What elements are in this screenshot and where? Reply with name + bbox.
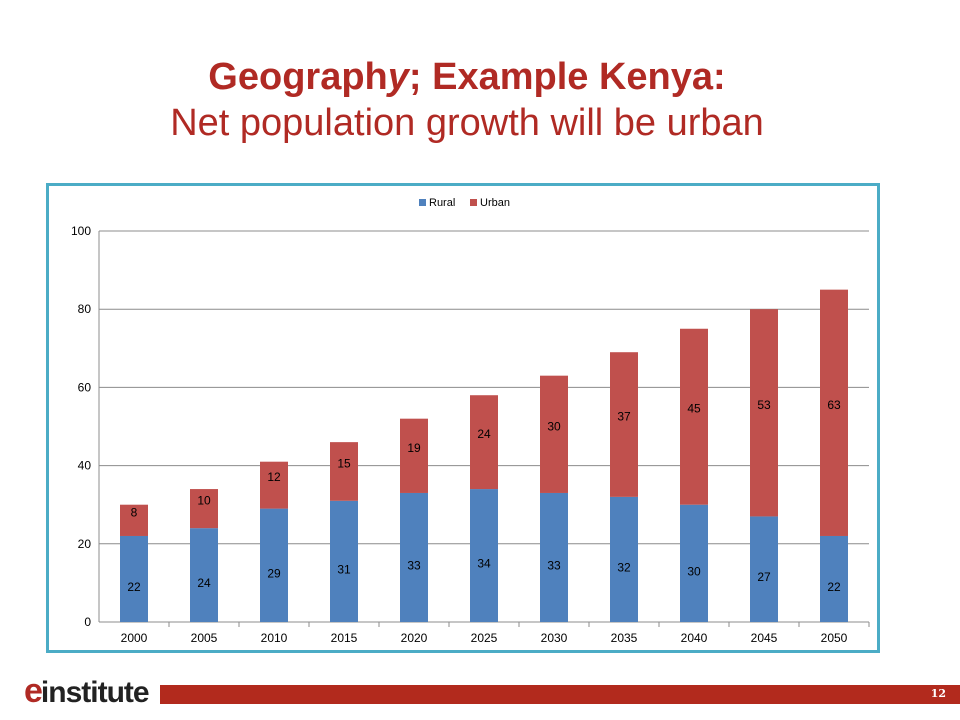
bar-urban: [470, 395, 498, 490]
data-label-rural: 27: [757, 570, 771, 584]
einstitute-logo: e institute: [24, 672, 150, 712]
x-tick-label: 2030: [541, 631, 568, 645]
logo-e: e: [24, 672, 43, 710]
x-tick-label: 2005: [191, 631, 218, 645]
bar-urban: [260, 461, 288, 509]
legend-swatch-rural: [419, 199, 426, 206]
x-tick-label: 2015: [331, 631, 358, 645]
logo-text: institute: [40, 676, 150, 709]
bar-rural: [820, 535, 848, 622]
legend-label-urban: Urban: [480, 197, 510, 209]
y-tick-label: 80: [78, 302, 92, 316]
title-italic-letter: y: [387, 56, 409, 98]
bar-urban: [120, 504, 148, 536]
data-label-rural: 22: [127, 580, 141, 594]
bar-rural: [260, 508, 288, 622]
data-label-rural: 30: [687, 564, 701, 578]
data-label-urban: 37: [617, 410, 631, 424]
footer-bar: 12: [160, 685, 960, 704]
data-label-rural: 33: [407, 558, 421, 572]
title-line-1: Geography; Example Kenya:: [0, 55, 934, 99]
stacked-bar-chart: 0204060801002000228200524102010291220153…: [71, 197, 870, 645]
data-label-urban: 10: [197, 494, 211, 508]
data-label-urban: 15: [337, 456, 351, 470]
bar-rural: [680, 504, 708, 622]
data-label-rural: 33: [547, 558, 561, 572]
title-prefix: Geography: [208, 56, 409, 98]
slide-title: Geography; Example Kenya: Net population…: [0, 55, 934, 147]
x-tick-label: 2010: [261, 631, 288, 645]
legend-label-rural: Rural: [429, 197, 455, 209]
x-tick-label: 2025: [471, 631, 498, 645]
bar-rural: [400, 492, 428, 622]
bar-urban: [820, 289, 848, 536]
data-label-urban: 53: [757, 398, 771, 412]
bar-urban: [400, 418, 428, 493]
chart-frame: 0 20 40 60 80 100 2000 22 8 2005 24 10 2010 29 12 2015 3…: [46, 183, 880, 653]
bar-urban: [330, 442, 358, 501]
data-label-urban: 24: [477, 427, 491, 441]
bar-urban: [680, 328, 708, 505]
y-tick-label: 0: [84, 615, 91, 629]
x-tick-label: 2040: [681, 631, 708, 645]
bar-urban: [610, 352, 638, 497]
x-tick-label: 2035: [611, 631, 638, 645]
title-suffix: ; Example Kenya:: [408, 56, 726, 98]
data-label-rural: 29: [267, 566, 281, 580]
bar-rural: [190, 528, 218, 622]
bar-rural: [470, 489, 498, 622]
data-label-urban: 19: [407, 441, 421, 455]
y-tick-label: 20: [78, 537, 92, 551]
data-label-urban: 8: [131, 505, 138, 519]
page-number: 12: [930, 687, 946, 700]
legend-swatch-urban: [470, 199, 477, 206]
y-tick-label: 100: [71, 224, 91, 238]
bar-rural: [540, 492, 568, 622]
data-label-rural: 22: [827, 580, 841, 594]
bar-urban: [750, 309, 778, 517]
data-label-rural: 32: [617, 560, 631, 574]
x-tick-label: 2045: [751, 631, 778, 645]
data-label-rural: 31: [337, 562, 351, 576]
data-label-urban: 63: [827, 398, 841, 412]
bar-urban: [540, 375, 568, 493]
data-label-urban: 30: [547, 419, 561, 433]
data-label-rural: 24: [197, 576, 211, 590]
y-tick-label: 40: [78, 459, 92, 473]
bar-rural: [610, 496, 638, 622]
bar-rural: [120, 535, 148, 622]
x-tick-label: 2020: [401, 631, 428, 645]
data-label-rural: 34: [477, 557, 491, 571]
data-label-urban: 12: [267, 470, 281, 484]
bar-rural: [750, 516, 778, 622]
x-tick-label: 2050: [821, 631, 848, 645]
bar-rural: [330, 500, 358, 622]
title-line-2: Net population growth will be urban: [170, 102, 764, 144]
x-tick-label: 2000: [121, 631, 148, 645]
y-tick-label: 60: [78, 380, 92, 394]
data-label-urban: 45: [687, 402, 701, 416]
bar-urban: [190, 489, 218, 529]
